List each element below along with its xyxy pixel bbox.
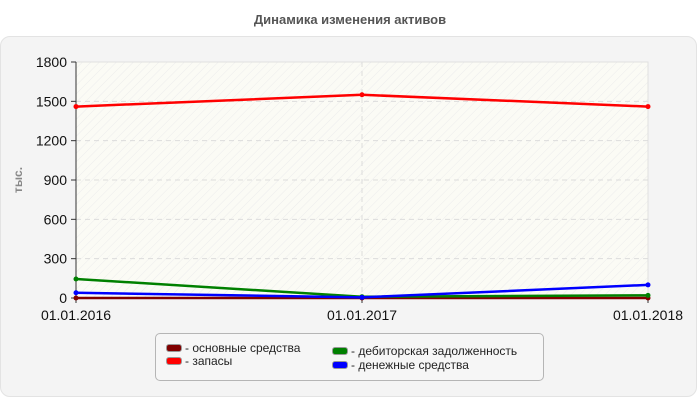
data-point-marker[interactable] [359,92,365,98]
legend-item-inventory[interactable]: - запасы [166,354,232,368]
data-point-marker[interactable] [359,294,365,300]
x-tick-label: 01.01.2016 [41,307,111,323]
series-lines[interactable] [73,92,651,301]
x-tick-label: 01.01.2018 [613,307,683,323]
x-tick-label: 01.01.2017 [327,307,397,323]
data-point-marker[interactable] [73,295,79,301]
y-tick-label: 0 [59,290,67,306]
legend-swatch-icon [332,347,348,355]
legend-item-fixed-assets[interactable]: - основные средства [166,341,300,355]
chart-legend: - основные средства - запасы - дебиторск… [155,333,544,381]
data-point-marker[interactable] [645,104,651,110]
legend-label: - денежные средства [351,358,469,372]
legend-swatch-icon [166,357,182,365]
y-tick-label: 1200 [36,133,67,149]
legend-item-receivables[interactable]: - дебиторская задолженность [332,344,517,358]
data-point-marker[interactable] [645,282,651,288]
y-tick-label: 1500 [36,93,67,109]
legend-swatch-icon [166,344,182,352]
legend-label: - запасы [185,354,233,368]
chart-title: Динамика изменения активов [253,12,447,27]
grid-lines [76,62,648,298]
y-axis-label: тыс. [11,167,25,193]
y-tick-label: 300 [44,251,68,267]
data-point-marker[interactable] [73,290,79,296]
legend-item-cash[interactable]: - денежные средства [332,358,469,372]
data-point-marker[interactable] [73,276,79,282]
y-tick-label: 900 [44,172,68,188]
data-point-marker[interactable] [645,292,651,298]
y-tick-label: 1800 [36,54,67,70]
legend-label: - основные средства [185,341,301,355]
legend-swatch-icon [332,361,348,369]
y-tick-label: 600 [44,211,68,227]
data-point-marker[interactable] [73,104,79,110]
legend-label: - дебиторская задолженность [351,344,518,358]
